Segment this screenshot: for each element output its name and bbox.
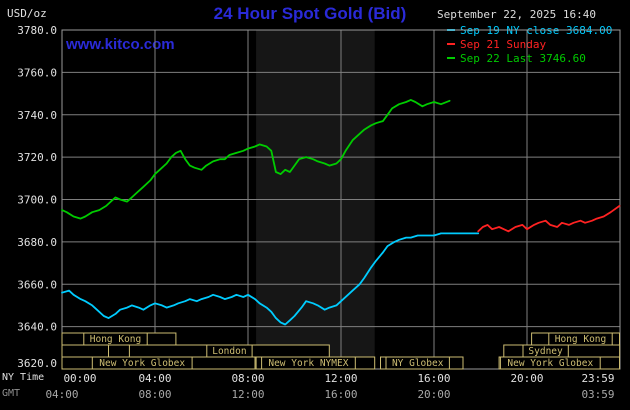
legend-dash-icon <box>447 57 455 59</box>
x-tick-label-gmt: 12:00 <box>231 388 264 401</box>
x-tick-label-gmt: 04:00 <box>45 388 78 401</box>
x-tick-label-gmt: 03:59 <box>581 388 614 401</box>
session-label: New York Globex <box>99 358 185 369</box>
legend-item-sep22-last: Sep 22 Last 3746.60 <box>447 51 612 65</box>
y-axis-units: USD/oz <box>7 7 47 20</box>
y-tick-label: 3620.0 <box>17 357 57 370</box>
session-label: Hong Kong <box>555 334 606 345</box>
session-label-box <box>261 356 356 370</box>
y-tick-label: 3680.0 <box>17 236 57 249</box>
legend-label: Sep 21 Sunday <box>460 37 547 51</box>
legend-dash-icon <box>447 43 455 45</box>
y-tick-label: 3720.0 <box>17 151 57 164</box>
x-tick-label-ny: 04:00 <box>138 372 171 385</box>
series-line-sep21 <box>477 204 621 233</box>
y-tick-label: 3740.0 <box>17 109 57 122</box>
session-label: New York NYMEX <box>268 358 348 369</box>
kitco-website-link[interactable]: www.kitco.com <box>66 36 175 53</box>
x-tick-label-gmt: 08:00 <box>138 388 171 401</box>
ny-time-axis-caption: NY Time <box>2 372 45 383</box>
session-label: Hong Kong <box>90 334 141 345</box>
x-tick-label-ny: 20:00 <box>510 372 543 385</box>
session-label: NY Globex <box>392 358 444 369</box>
series-line-sep19 <box>61 232 480 326</box>
x-tick-label-gmt: 20:00 <box>417 388 450 401</box>
session-label-box <box>499 356 601 370</box>
legend-item-sep21-sunday: Sep 21 Sunday <box>447 37 612 51</box>
session-label-box <box>385 356 450 370</box>
chart-datetime: September 22, 2025 16:40 <box>437 8 596 21</box>
session-label-box <box>91 356 193 370</box>
x-tick-label-ny: 12:00 <box>324 372 357 385</box>
x-tick-label-gmt: 16:00 <box>324 388 357 401</box>
series-line-sep22 <box>61 99 451 220</box>
y-tick-label: 3640.0 <box>17 321 57 334</box>
y-tick-label: 3760.0 <box>17 66 57 79</box>
x-tick-label-ny: 00:00 <box>63 372 96 385</box>
x-tick-label-ny: 08:00 <box>231 372 264 385</box>
chart-title: 24 Hour Spot Gold (Bid) <box>213 4 407 23</box>
y-tick-label: 3780.0 <box>17 24 57 37</box>
legend-label: Sep 22 Last 3746.60 <box>460 51 586 65</box>
session-bar <box>61 344 109 358</box>
y-tick-label: 3660.0 <box>17 278 57 291</box>
gmt-axis-caption: GMT <box>2 388 21 399</box>
x-tick-label-ny: 16:00 <box>417 372 450 385</box>
y-tick-label: 3700.0 <box>17 194 57 207</box>
x-tick-label-ny: 23:59 <box>581 372 614 385</box>
session-label: New York Globex <box>507 358 593 369</box>
session-label: London <box>212 346 246 357</box>
session-label-box <box>83 332 148 346</box>
session-label: Sydney <box>528 346 563 357</box>
